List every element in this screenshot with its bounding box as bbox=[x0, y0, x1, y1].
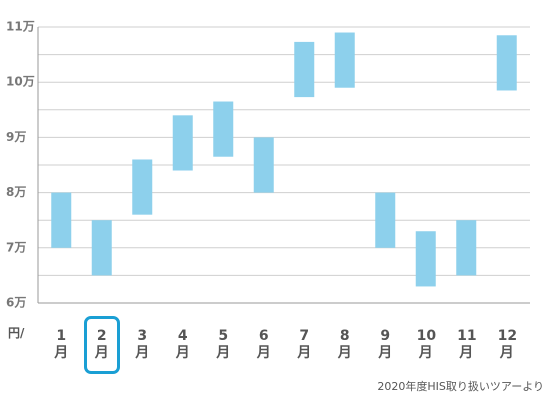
x-tick-label: 5月 bbox=[216, 328, 231, 361]
bar bbox=[91, 220, 112, 276]
x-tick-label: 10月 bbox=[416, 328, 437, 361]
bar bbox=[375, 192, 396, 248]
bar bbox=[253, 137, 274, 193]
x-tick-label: 1月 bbox=[54, 328, 69, 361]
y-tick-label: 7万 bbox=[6, 240, 26, 254]
x-tick-label: 7月 bbox=[297, 328, 312, 361]
x-tick-label: 8月 bbox=[337, 328, 352, 361]
y-tick-label: 6万 bbox=[6, 296, 26, 310]
x-tick-label: 9月 bbox=[378, 328, 393, 361]
bar bbox=[294, 41, 315, 98]
bar bbox=[334, 32, 355, 88]
highlight-box bbox=[83, 316, 120, 374]
x-tick-label: 11月 bbox=[457, 328, 477, 361]
y-tick-label: 10万 bbox=[6, 75, 35, 89]
bar bbox=[496, 35, 517, 91]
x-tick-label: 6月 bbox=[256, 328, 271, 361]
bar bbox=[172, 115, 193, 171]
y-tick-label: 9万 bbox=[6, 130, 26, 144]
source-note: 2020年度HIS取り扱いツアーより bbox=[377, 380, 544, 393]
y-tick-label: 11万 bbox=[6, 20, 35, 34]
bar bbox=[132, 159, 153, 215]
y-tick-label: 8万 bbox=[6, 185, 26, 199]
x-tick-label: 12月 bbox=[497, 328, 518, 361]
y-unit: 円/ bbox=[8, 326, 25, 340]
bar bbox=[415, 231, 436, 287]
x-tick-label: 4月 bbox=[175, 328, 190, 361]
bar bbox=[51, 192, 72, 248]
bar bbox=[213, 101, 234, 157]
x-tick-label: 3月 bbox=[135, 328, 150, 361]
x-tick-label: 2月 bbox=[94, 328, 109, 361]
bar bbox=[456, 220, 477, 276]
